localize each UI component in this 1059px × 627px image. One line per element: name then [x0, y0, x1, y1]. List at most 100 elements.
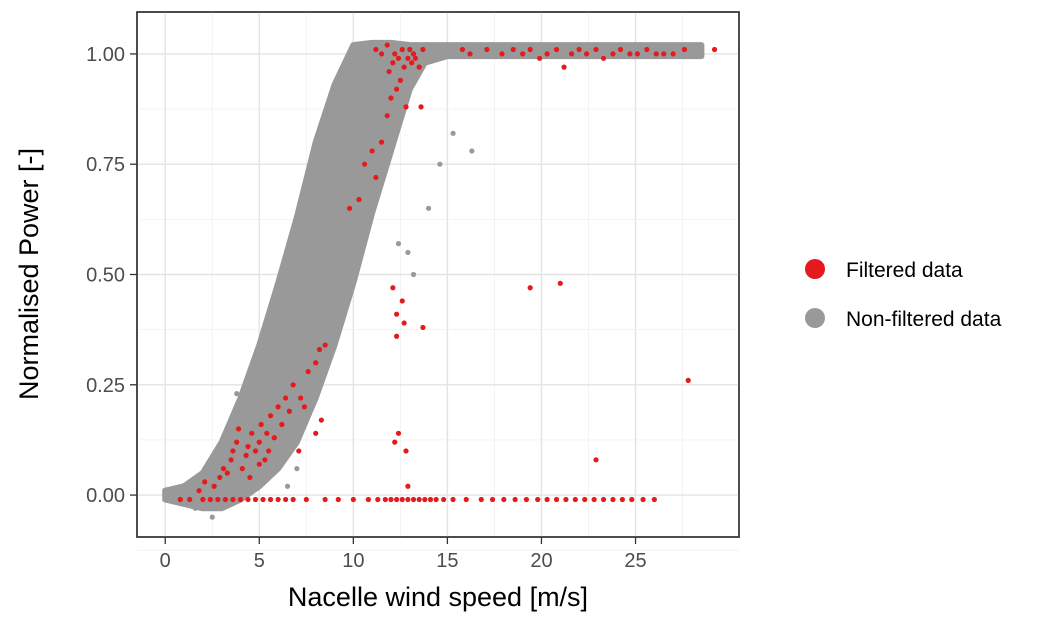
filtered-point [262, 457, 268, 463]
filtered-point [313, 430, 319, 436]
filtered-point [286, 408, 292, 414]
non-filtered-point [247, 373, 253, 379]
non-filtered-point [275, 293, 281, 300]
filtered-point [557, 280, 563, 286]
filtered-point [390, 285, 396, 291]
filtered-point [420, 324, 426, 331]
filtered-point [245, 443, 251, 450]
filtered-point [463, 496, 469, 503]
x-tick-label: 25 [624, 550, 646, 572]
filtered-point [401, 320, 407, 326]
filtered-point [256, 439, 262, 445]
non-filtered-point [395, 241, 402, 247]
filtered-point [397, 77, 403, 83]
legend-label-non-filtered: Non-filtered data [846, 308, 1002, 331]
y-axis-ticks: 0.00 0.25 0.50 0.75 1.00 [86, 44, 137, 507]
filtered-point [239, 466, 245, 472]
filtered-point [617, 46, 624, 53]
legend: Filtered data Non-filtered data [805, 259, 1002, 331]
legend-key-non-filtered [805, 308, 825, 328]
filtered-point [582, 496, 588, 503]
filtered-point [410, 51, 417, 57]
filtered-point [711, 46, 718, 53]
filtered-point [467, 51, 473, 57]
x-axis-title: Nacelle wind speed [m/s] [288, 582, 588, 612]
filtered-point [523, 496, 530, 503]
filtered-point [395, 55, 402, 61]
filtered-point [416, 496, 422, 503]
filtered-point [593, 457, 599, 463]
filtered-point [375, 496, 381, 503]
filtered-point [313, 360, 319, 366]
filtered-point [681, 46, 688, 53]
filtered-point [346, 205, 353, 211]
filtered-point [177, 496, 183, 503]
filtered-point [634, 51, 641, 57]
filtered-point [553, 496, 560, 503]
filtered-point [362, 161, 368, 167]
filtered-point [405, 55, 411, 61]
non-filtered-band [162, 39, 705, 512]
filtered-point [386, 68, 392, 75]
x-tick-label: 10 [342, 550, 364, 572]
filtered-point [600, 55, 607, 61]
filtered-point [247, 474, 253, 481]
filtered-point [572, 496, 578, 503]
non-filtered-point [425, 205, 432, 211]
filtered-point [416, 64, 422, 70]
x-tick-label: 5 [254, 550, 265, 572]
filtered-point [392, 439, 398, 445]
filtered-point [260, 496, 266, 503]
filtered-point [296, 448, 302, 454]
filtered-point [298, 395, 304, 401]
filtered-point [422, 496, 428, 503]
non-filtered-point [234, 391, 240, 397]
filtered-point [563, 496, 569, 503]
filtered-point [591, 496, 597, 503]
y-tick-label: 0.00 [86, 485, 125, 507]
non-filtered-point [450, 130, 456, 136]
filtered-point [220, 466, 227, 472]
filtered-point [245, 496, 251, 503]
filtered-point [499, 51, 505, 57]
filtered-point [235, 426, 242, 432]
filtered-point [527, 46, 533, 53]
filtered-point [410, 496, 417, 503]
filtered-point [356, 196, 362, 203]
filtered-point [501, 496, 507, 503]
filtered-point [420, 46, 426, 53]
filtered-point [441, 496, 447, 503]
filtered-point [553, 46, 560, 53]
filtered-point [335, 496, 341, 503]
filtered-point [401, 64, 407, 70]
filtered-point [394, 311, 400, 317]
filtered-point [322, 342, 328, 348]
x-tick-label: 0 [160, 550, 171, 572]
filtered-point [187, 496, 193, 503]
filtered-point [301, 404, 308, 410]
filtered-point [196, 488, 202, 494]
filtered-point [399, 298, 405, 304]
x-tick-label: 20 [530, 550, 552, 572]
filtered-point [544, 51, 550, 57]
filtered-point [629, 496, 635, 503]
legend-key-filtered [805, 259, 825, 279]
filtered-point [275, 404, 281, 410]
filtered-point [561, 64, 567, 70]
non-filtered-band-area [162, 39, 705, 512]
filtered-point [264, 430, 270, 436]
filtered-point [512, 496, 518, 503]
filtered-point [267, 413, 274, 419]
non-filtered-point [410, 271, 417, 278]
filtered-point [373, 46, 379, 53]
y-tick-label: 0.50 [86, 265, 125, 287]
filtered-point [584, 51, 590, 57]
filtered-point [384, 42, 390, 48]
filtered-point [388, 95, 394, 101]
filtered-point [403, 448, 409, 454]
filtered-point [237, 496, 244, 503]
filtered-point [211, 483, 217, 489]
filtered-point [222, 496, 229, 503]
non-filtered-point [469, 148, 475, 154]
